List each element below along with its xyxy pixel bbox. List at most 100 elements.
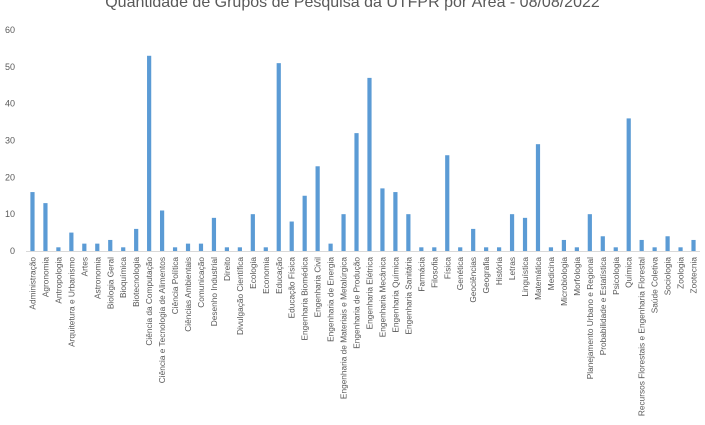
x-tick-label: Linguística bbox=[520, 257, 530, 297]
bar bbox=[302, 195, 307, 251]
x-tick-label: Engenharia Civil bbox=[313, 257, 323, 318]
bar bbox=[108, 239, 113, 251]
bar bbox=[522, 217, 528, 251]
x-tick-label: Filosofia bbox=[429, 257, 439, 288]
x-tick-label: Antropologia bbox=[53, 257, 63, 304]
x-tick-label: Engenharia Mecânica bbox=[377, 257, 387, 338]
bar bbox=[380, 188, 385, 251]
x-tick-label: Geociências bbox=[468, 257, 478, 303]
x-axis-category-labels: Administração Agronomia Antropologia Arquit… bbox=[27, 257, 698, 416]
x-tick-label: Letras bbox=[507, 257, 517, 280]
x-tick-label: Engenharia Biomédica bbox=[300, 257, 310, 341]
x-tick-label: Morfologia bbox=[572, 257, 582, 296]
x-tick-label: Engenharia de Produção bbox=[352, 257, 362, 349]
bar bbox=[561, 239, 567, 251]
x-tick-label: Arquitetura e Urbanismo bbox=[66, 257, 76, 347]
bar bbox=[419, 247, 424, 251]
bar bbox=[484, 247, 489, 251]
x-tick-label: Genética bbox=[455, 257, 465, 291]
y-axis-tick-labels: 0 10 20 30 40 50 60 bbox=[5, 25, 15, 256]
y-tick-label: 40 bbox=[5, 99, 15, 109]
x-tick-label: Engenharia Elétrica bbox=[364, 257, 374, 330]
x-tick-label: Ciência Política bbox=[170, 257, 180, 315]
x-tick-label: Sociologia bbox=[663, 257, 673, 296]
x-tick-label: Medicina bbox=[546, 257, 556, 291]
x-tick-label: Planejamento Urbano e Regional bbox=[585, 257, 595, 379]
bar bbox=[678, 247, 683, 251]
x-tick-label: História bbox=[494, 257, 504, 286]
x-tick-label: Física bbox=[442, 257, 452, 280]
x-tick-label: Geografia bbox=[481, 257, 491, 294]
bar bbox=[276, 63, 281, 252]
x-tick-label: Ecologia bbox=[248, 257, 258, 289]
bar bbox=[354, 133, 359, 251]
x-tick-label: Administração bbox=[27, 257, 37, 310]
bar bbox=[626, 118, 631, 252]
bar bbox=[341, 214, 346, 251]
bar bbox=[639, 239, 644, 251]
x-tick-label: Educação Física bbox=[287, 257, 297, 319]
x-tick-label: Biologia Geral bbox=[105, 257, 115, 309]
bar bbox=[613, 247, 618, 251]
x-tick-label: Engenharia de Energia bbox=[326, 257, 336, 342]
bar bbox=[445, 155, 450, 251]
bar bbox=[43, 203, 48, 251]
x-tick-label: Bioquímica bbox=[118, 257, 128, 298]
x-tick-label: Agronomia bbox=[40, 257, 50, 298]
y-tick-label: 60 bbox=[5, 25, 15, 35]
y-tick-label: 10 bbox=[5, 209, 15, 219]
x-tick-label: Educação bbox=[274, 257, 284, 294]
x-tick-label: Comunicação bbox=[196, 257, 206, 308]
bar bbox=[147, 55, 152, 252]
bar bbox=[406, 214, 411, 251]
bar bbox=[509, 214, 515, 251]
x-tick-label: Zootecnia bbox=[689, 257, 699, 294]
bar bbox=[367, 77, 372, 251]
bar bbox=[134, 228, 139, 251]
bar bbox=[69, 232, 74, 251]
bar bbox=[548, 247, 554, 251]
y-tick-label: 30 bbox=[5, 136, 15, 146]
chart-title: Quantidade de Grupos de Pesquisa da UTFP… bbox=[105, 0, 600, 11]
x-tick-label: Desenho Industrial bbox=[209, 257, 219, 326]
x-tick-label: Zoologia bbox=[676, 257, 686, 289]
x-tick-label: Matemática bbox=[533, 257, 543, 300]
bar bbox=[121, 247, 126, 251]
bar bbox=[289, 221, 294, 251]
x-tick-label: Ciência da Computação bbox=[144, 257, 154, 346]
bar bbox=[250, 214, 255, 251]
x-tick-label: Engenharia de Materiais e Metalúrgica bbox=[339, 257, 349, 399]
y-tick-label: 50 bbox=[5, 62, 15, 72]
y-tick-label: 0 bbox=[10, 246, 15, 256]
bar bbox=[393, 192, 398, 251]
x-tick-label: Engenharia Química bbox=[390, 257, 400, 333]
x-tick-label: Biotecnologia bbox=[131, 257, 141, 307]
bar bbox=[95, 243, 100, 251]
bar bbox=[496, 247, 502, 251]
bar bbox=[30, 192, 35, 251]
x-tick-label: Probabilidade e Estatística bbox=[598, 257, 608, 356]
x-tick-label: Direito bbox=[222, 257, 232, 281]
bar bbox=[458, 247, 463, 251]
bar bbox=[665, 236, 670, 251]
bar bbox=[600, 236, 605, 251]
bars bbox=[30, 55, 696, 252]
bar bbox=[432, 247, 437, 251]
bar bbox=[56, 247, 61, 251]
x-tick-label: Divulgação Científica bbox=[235, 257, 245, 335]
bar bbox=[82, 243, 87, 251]
bar bbox=[652, 247, 657, 251]
bar bbox=[224, 247, 230, 251]
bar bbox=[211, 217, 217, 251]
bar bbox=[159, 210, 165, 251]
x-tick-label: Microbiologia bbox=[559, 257, 569, 306]
x-tick-label: Economia bbox=[261, 257, 271, 294]
bar bbox=[535, 144, 541, 251]
x-tick-label: Saúde Coletiva bbox=[650, 257, 660, 314]
bar bbox=[185, 243, 191, 251]
y-tick-label: 20 bbox=[5, 172, 15, 182]
x-tick-label: Psicologia bbox=[611, 257, 621, 295]
x-tick-label: Astronomia bbox=[92, 257, 102, 299]
x-tick-label: Engenharia Sanitária bbox=[403, 257, 413, 335]
